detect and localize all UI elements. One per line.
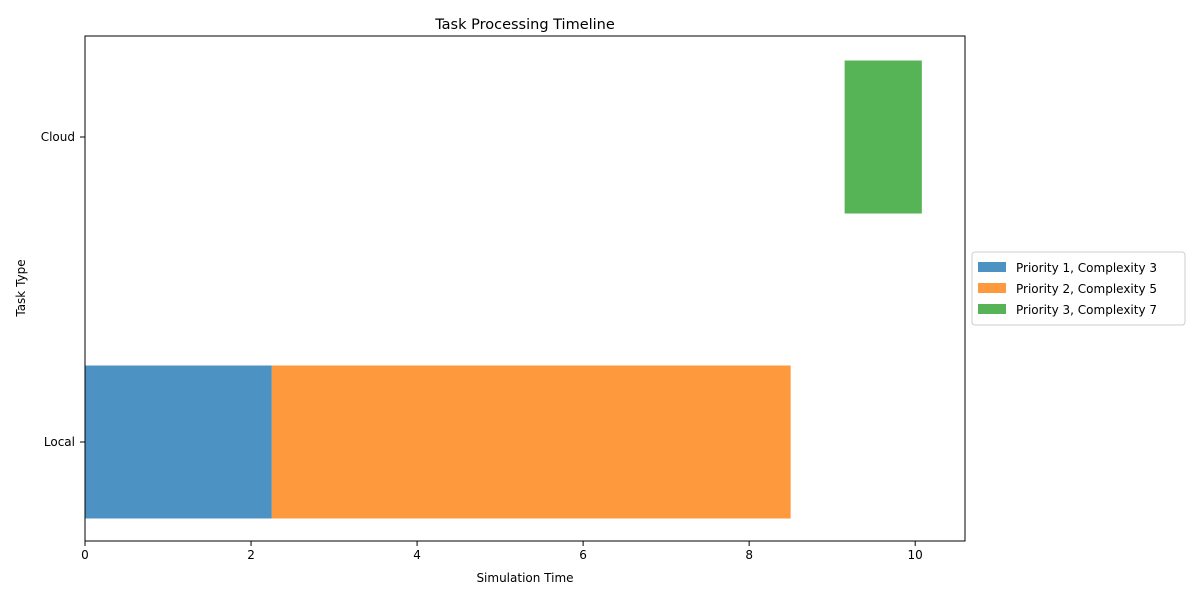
y-tick-label: Cloud	[41, 130, 75, 144]
legend-swatch	[978, 304, 1006, 314]
legend-frame	[971, 251, 1186, 326]
x-tick-label: 0	[81, 548, 89, 562]
x-tick-label: 2	[247, 548, 255, 562]
y-tick-label: Local	[44, 435, 75, 449]
bar-1	[85, 365, 272, 519]
x-axis-label: Simulation Time	[476, 571, 573, 585]
plot-frame	[84, 35, 966, 542]
y-axis-label: Task Type	[14, 259, 28, 317]
x-tick-label: 10	[908, 548, 923, 562]
x-tick-label: 6	[579, 548, 587, 562]
x-tick-label: 8	[745, 548, 753, 562]
chart-title: Task Processing Timeline	[434, 17, 615, 33]
legend-label: Priority 3, Complexity 7	[1016, 303, 1157, 317]
x-axis: 0 2 4 6 8 10	[81, 541, 923, 562]
legend-label: Priority 1, Complexity 3	[1016, 261, 1157, 275]
legend-label: Priority 2, Complexity 5	[1016, 282, 1157, 296]
legend-swatch	[978, 262, 1006, 272]
bar-3	[844, 60, 922, 214]
legend: Priority 1, Complexity 3 Priority 2, Comp…	[971, 251, 1186, 326]
bar-2	[271, 365, 791, 519]
bars-group	[85, 60, 922, 519]
y-axis: Local Cloud	[41, 130, 85, 449]
x-tick-label: 4	[413, 548, 421, 562]
legend-swatch	[978, 283, 1006, 293]
